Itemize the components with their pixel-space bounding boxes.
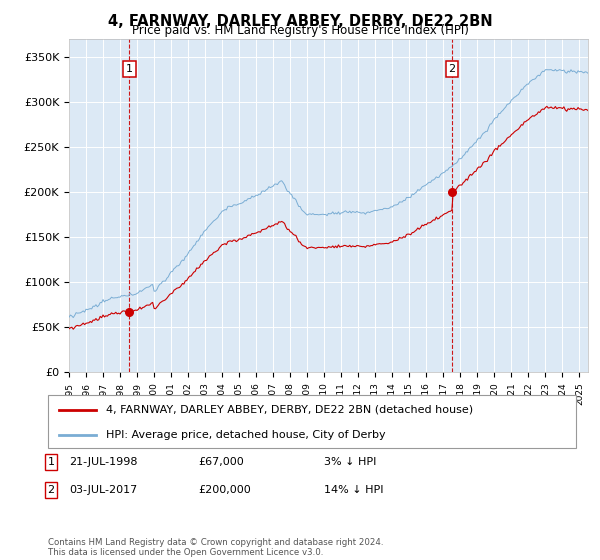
- Text: 2: 2: [448, 64, 455, 74]
- Text: 4, FARNWAY, DARLEY ABBEY, DERBY, DE22 2BN: 4, FARNWAY, DARLEY ABBEY, DERBY, DE22 2B…: [107, 14, 493, 29]
- Text: £200,000: £200,000: [198, 485, 251, 495]
- Text: Price paid vs. HM Land Registry's House Price Index (HPI): Price paid vs. HM Land Registry's House …: [131, 24, 469, 37]
- Text: £67,000: £67,000: [198, 457, 244, 467]
- Text: 4, FARNWAY, DARLEY ABBEY, DERBY, DE22 2BN (detached house): 4, FARNWAY, DARLEY ABBEY, DERBY, DE22 2B…: [106, 405, 473, 415]
- FancyBboxPatch shape: [48, 395, 576, 448]
- Text: HPI: Average price, detached house, City of Derby: HPI: Average price, detached house, City…: [106, 430, 386, 440]
- Text: 1: 1: [126, 64, 133, 74]
- Text: 2: 2: [47, 485, 55, 495]
- Text: 14% ↓ HPI: 14% ↓ HPI: [324, 485, 383, 495]
- Text: 1: 1: [47, 457, 55, 467]
- Text: Contains HM Land Registry data © Crown copyright and database right 2024.
This d: Contains HM Land Registry data © Crown c…: [48, 538, 383, 557]
- Text: 3% ↓ HPI: 3% ↓ HPI: [324, 457, 376, 467]
- Text: 03-JUL-2017: 03-JUL-2017: [69, 485, 137, 495]
- Text: 21-JUL-1998: 21-JUL-1998: [69, 457, 137, 467]
